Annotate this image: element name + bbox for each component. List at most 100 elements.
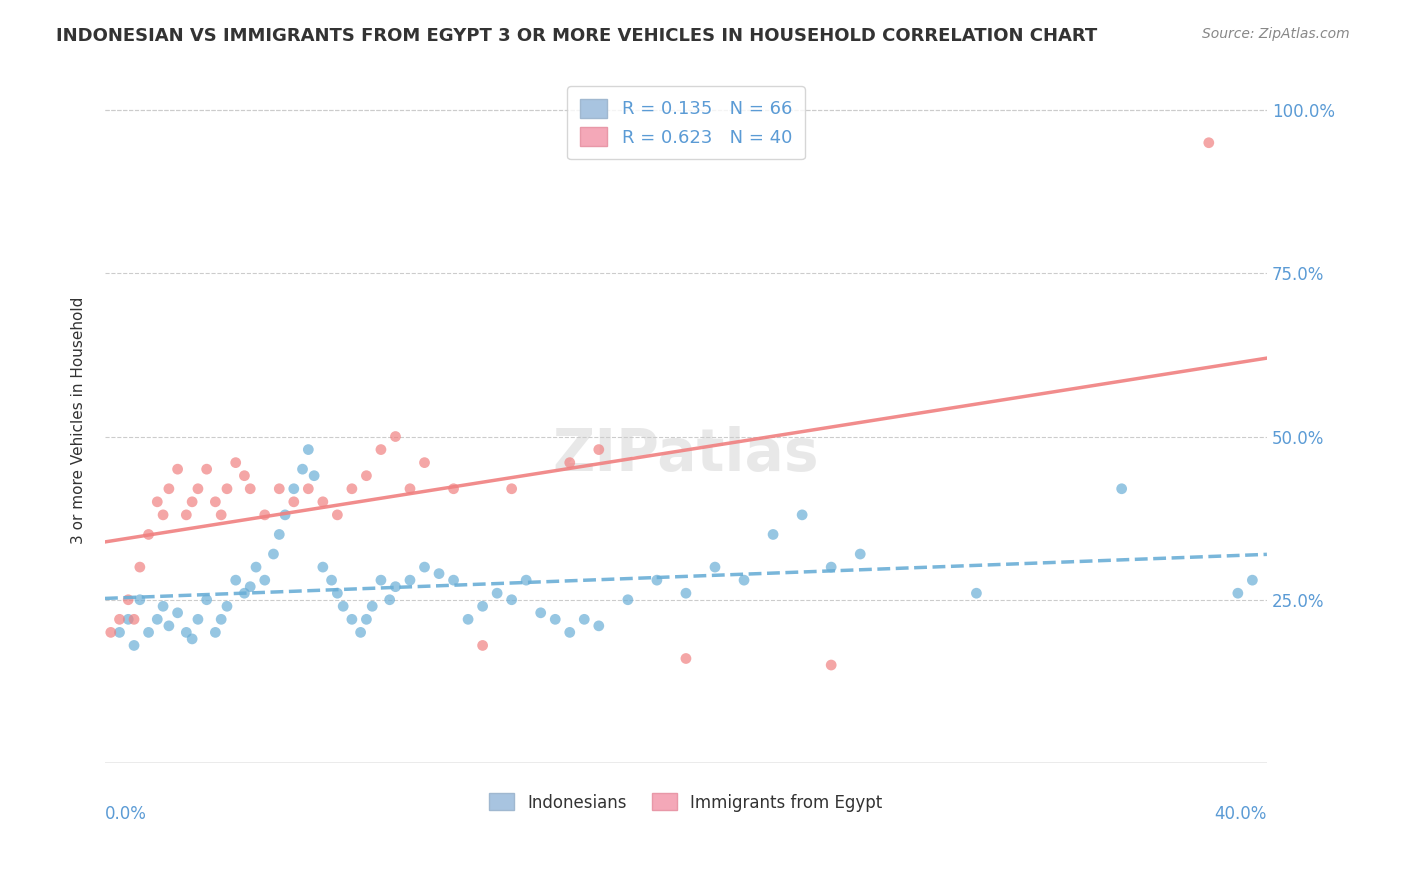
Point	[157, 482, 180, 496]
Point	[617, 592, 640, 607]
Point	[332, 599, 354, 614]
Point	[733, 573, 755, 587]
Point	[181, 632, 204, 646]
Point	[792, 508, 814, 522]
Point	[370, 573, 392, 587]
Point	[108, 612, 131, 626]
Point	[1111, 482, 1133, 496]
Point	[501, 482, 523, 496]
Point	[253, 508, 276, 522]
Point	[704, 560, 727, 574]
Point	[204, 625, 226, 640]
Point	[239, 580, 262, 594]
Point	[645, 573, 668, 587]
Point	[370, 442, 392, 457]
Point	[176, 508, 198, 522]
Point	[204, 495, 226, 509]
Text: 0.0%: 0.0%	[105, 805, 146, 823]
Point	[215, 482, 238, 496]
Point	[457, 612, 479, 626]
Point	[326, 586, 349, 600]
Point	[558, 456, 581, 470]
Point	[138, 527, 160, 541]
Point	[471, 599, 494, 614]
Point	[312, 495, 335, 509]
Point	[427, 566, 450, 581]
Point	[574, 612, 596, 626]
Point	[965, 586, 987, 600]
Point	[157, 619, 180, 633]
Point	[471, 639, 494, 653]
Point	[297, 442, 319, 457]
Text: 40.0%: 40.0%	[1215, 805, 1267, 823]
Point	[108, 625, 131, 640]
Point	[166, 606, 188, 620]
Point	[349, 625, 371, 640]
Point	[820, 658, 842, 673]
Point	[187, 482, 209, 496]
Point	[530, 606, 553, 620]
Point	[413, 560, 436, 574]
Point	[849, 547, 872, 561]
Legend: Indonesians, Immigrants from Egypt: Indonesians, Immigrants from Egypt	[478, 781, 894, 823]
Point	[588, 619, 610, 633]
Point	[283, 482, 305, 496]
Point	[302, 468, 325, 483]
Point	[187, 612, 209, 626]
Point	[176, 625, 198, 640]
Point	[128, 592, 150, 607]
Point	[269, 527, 291, 541]
Point	[128, 560, 150, 574]
Text: ZIPatlas: ZIPatlas	[553, 426, 820, 483]
Point	[225, 456, 247, 470]
Point	[291, 462, 314, 476]
Point	[1198, 136, 1220, 150]
Point	[675, 651, 697, 665]
Y-axis label: 3 or more Vehicles in Household: 3 or more Vehicles in Household	[72, 296, 86, 544]
Point	[558, 625, 581, 640]
Point	[762, 527, 785, 541]
Point	[283, 495, 305, 509]
Point	[209, 508, 232, 522]
Point	[146, 495, 169, 509]
Point	[274, 508, 297, 522]
Point	[138, 625, 160, 640]
Point	[262, 547, 284, 561]
Text: INDONESIAN VS IMMIGRANTS FROM EGYPT 3 OR MORE VEHICLES IN HOUSEHOLD CORRELATION : INDONESIAN VS IMMIGRANTS FROM EGYPT 3 OR…	[56, 27, 1098, 45]
Point	[239, 482, 262, 496]
Point	[269, 482, 291, 496]
Point	[146, 612, 169, 626]
Point	[152, 508, 174, 522]
Point	[399, 482, 422, 496]
Point	[501, 592, 523, 607]
Point	[209, 612, 232, 626]
Point	[340, 482, 363, 496]
Point	[233, 468, 256, 483]
Point	[443, 573, 465, 587]
Point	[443, 482, 465, 496]
Point	[233, 586, 256, 600]
Point	[245, 560, 267, 574]
Point	[413, 456, 436, 470]
Point	[486, 586, 509, 600]
Point	[225, 573, 247, 587]
Point	[1241, 573, 1264, 587]
Point	[356, 612, 378, 626]
Point	[117, 592, 139, 607]
Point	[675, 586, 697, 600]
Point	[166, 462, 188, 476]
Point	[181, 495, 204, 509]
Point	[356, 468, 378, 483]
Point	[253, 573, 276, 587]
Text: Source: ZipAtlas.com: Source: ZipAtlas.com	[1202, 27, 1350, 41]
Point	[399, 573, 422, 587]
Point	[100, 625, 122, 640]
Point	[544, 612, 567, 626]
Point	[312, 560, 335, 574]
Point	[321, 573, 343, 587]
Point	[326, 508, 349, 522]
Point	[122, 639, 145, 653]
Point	[152, 599, 174, 614]
Point	[820, 560, 842, 574]
Point	[1226, 586, 1249, 600]
